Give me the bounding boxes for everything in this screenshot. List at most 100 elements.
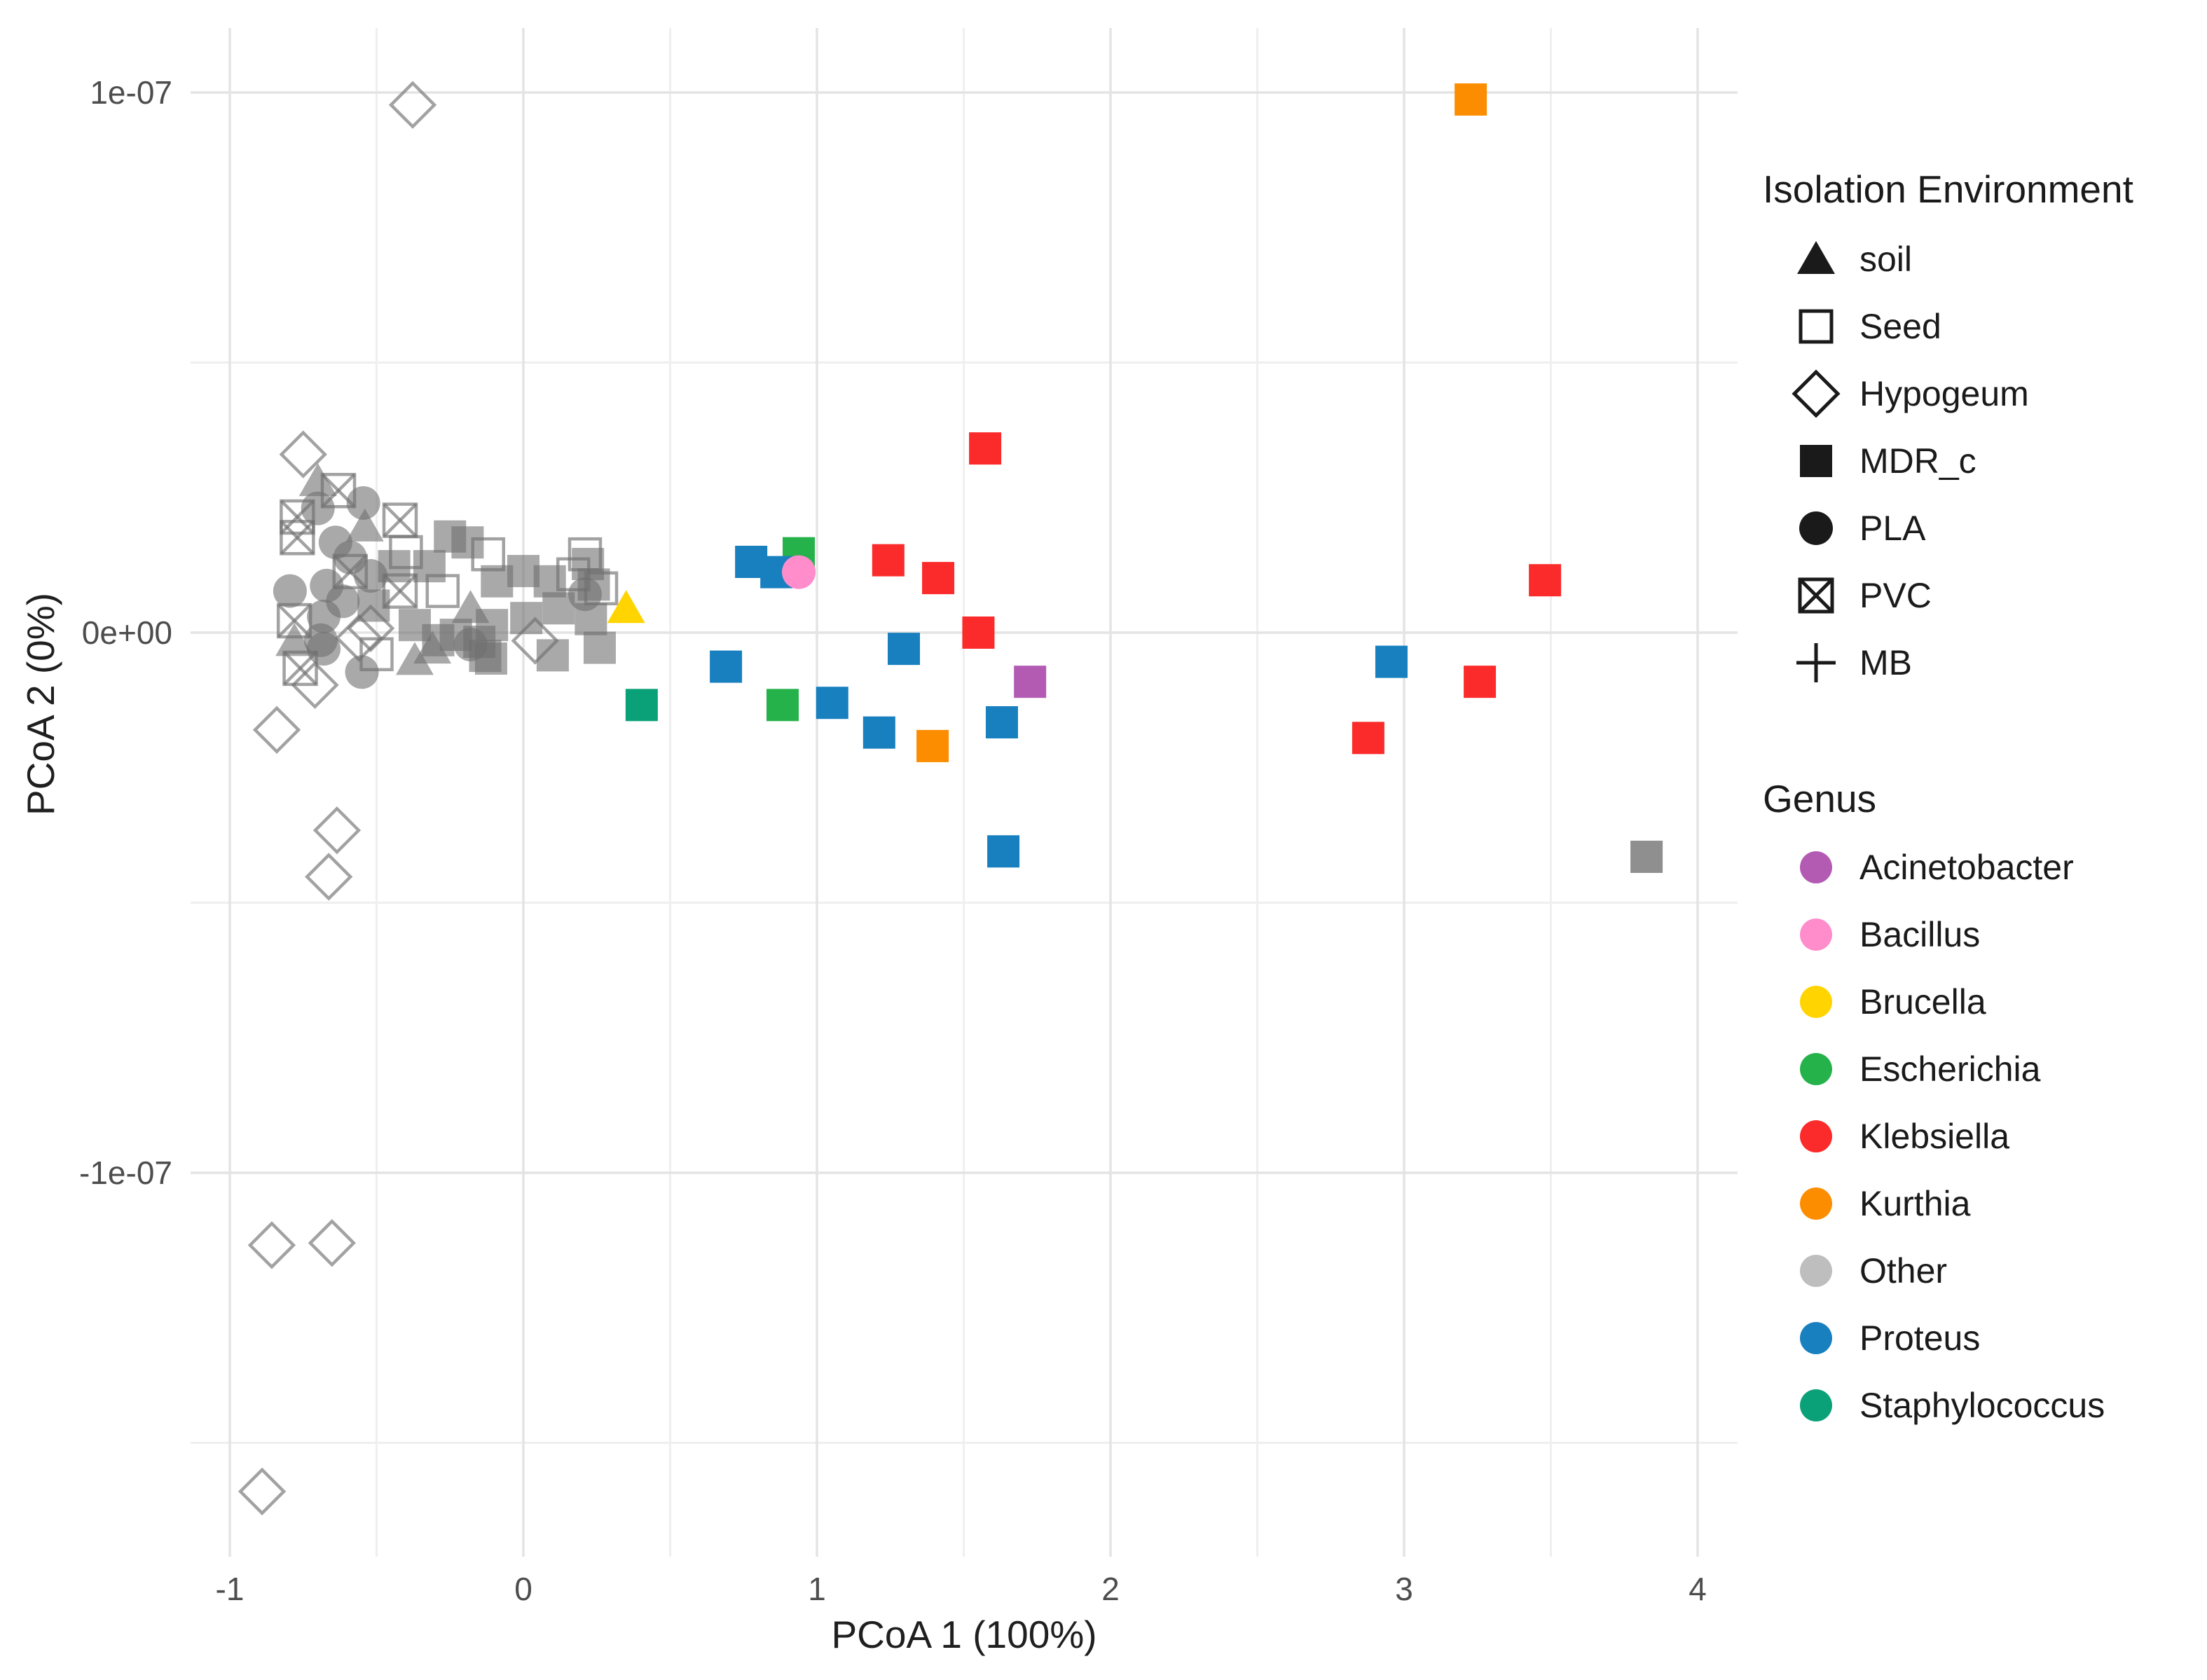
legend-symbol-acinetobacter xyxy=(1800,851,1832,883)
x-tick-label: 0 xyxy=(514,1571,532,1607)
plus-icon xyxy=(1796,643,1836,682)
data-point-other-MDR_c xyxy=(575,603,607,635)
data-point-other-MDR_c xyxy=(481,565,514,598)
genus-color-swatch xyxy=(1800,1322,1832,1354)
legend-symbol-seed xyxy=(1799,309,1834,344)
data-point-proteus-MDR_c xyxy=(987,835,1020,868)
x-tick-label: 3 xyxy=(1395,1571,1413,1607)
legend-label-acinetobacter: Acinetobacter xyxy=(1859,848,2074,887)
legend-symbol-pvc xyxy=(1798,577,1834,614)
legend-symbol-proteus xyxy=(1800,1322,1832,1354)
legend-symbol-mb xyxy=(1796,643,1836,682)
y-axis-title: PCoA 2 (0%) xyxy=(19,593,62,815)
data-point-klebsiella-MDR_c xyxy=(922,562,955,595)
data-point-other-MDR_c xyxy=(413,550,446,583)
data-point-other-soil xyxy=(275,623,314,656)
y-tick-label: -1e-07 xyxy=(79,1155,172,1191)
data-point-staphylococcus-MDR_c xyxy=(625,689,658,722)
data-point-other-MDR_c xyxy=(510,602,543,635)
data-point-klebsiella-MDR_c xyxy=(1529,564,1562,597)
data-point-other-MDR_c xyxy=(378,550,411,583)
data-point-other-Hypogeum xyxy=(291,661,339,709)
data-point-other-Hypogeum xyxy=(252,705,301,754)
genus-color-swatch xyxy=(1800,1187,1832,1220)
legend-label-mdr_c: MDR_c xyxy=(1859,441,1976,481)
data-point-other-soil xyxy=(298,463,337,497)
data-point-proteus-MDR_c xyxy=(985,705,1018,738)
data-point-acinetobacter-MDR_c xyxy=(1014,666,1047,698)
data-point-other-MDR_c xyxy=(357,589,390,622)
data-point-proteus-MDR_c xyxy=(1375,645,1408,678)
legend-symbol-pla xyxy=(1799,511,1833,545)
data-point-other-Hypogeum xyxy=(279,430,327,478)
legend-symbol-soil xyxy=(1797,241,1835,274)
data-point-other-Hypogeum xyxy=(388,81,437,129)
crossed_square-icon xyxy=(1798,577,1834,614)
legend-symbol-other xyxy=(1800,1255,1832,1287)
open_square-icon xyxy=(1799,309,1834,344)
color-legend-title: Genus xyxy=(1763,777,1877,820)
genus-color-swatch xyxy=(1800,986,1832,1018)
circle-icon xyxy=(1799,511,1833,545)
legend-symbol-kurthia xyxy=(1800,1187,1832,1220)
data-point-other-PLA xyxy=(301,491,335,525)
legend-label-brucella: Brucella xyxy=(1859,982,1986,1021)
data-point-other-MDR_c xyxy=(451,526,484,559)
data-point-proteus-MDR_c xyxy=(862,716,895,749)
legend-label-mb: MB xyxy=(1859,643,1912,682)
data-point-brucella-soil xyxy=(607,590,645,624)
genus-color-swatch xyxy=(1800,1053,1832,1085)
genus-color-swatch xyxy=(1800,1389,1832,1421)
legend-symbol-bacillus xyxy=(1800,918,1832,951)
genus-color-swatch xyxy=(1800,851,1832,883)
square-icon xyxy=(1800,445,1832,477)
data-point-klebsiella-MDR_c xyxy=(1352,722,1384,755)
data-point-other-MDR_c xyxy=(572,548,605,581)
genus-color-swatch xyxy=(1800,1255,1832,1287)
legend-symbol-staphylococcus xyxy=(1800,1389,1832,1421)
data-point-other-MDR_c xyxy=(1630,840,1663,873)
data-point-proteus-MDR_c xyxy=(888,633,921,666)
legend-label-other: Other xyxy=(1859,1251,1948,1290)
y-tick-label: 0e+00 xyxy=(81,614,172,651)
legend-label-pla: PLA xyxy=(1859,509,1926,548)
data-point-other-PLA xyxy=(345,655,379,689)
legend-symbol-escherichia xyxy=(1800,1053,1832,1085)
genus-color-swatch xyxy=(1800,918,1832,951)
data-point-other-MDR_c xyxy=(474,642,507,675)
data-point-other-MDR_c xyxy=(542,592,575,625)
data-point-other-PVC xyxy=(280,520,315,556)
data-point-other-PVC xyxy=(282,650,318,687)
data-point-other-PVC xyxy=(382,502,418,538)
data-point-other-MDR_c xyxy=(422,624,455,656)
data-point-other-soil xyxy=(395,642,434,675)
legend-label-kurthia: Kurthia xyxy=(1859,1184,1971,1223)
legend-label-proteus: Proteus xyxy=(1859,1318,1981,1358)
legend-label-klebsiella: Klebsiella xyxy=(1859,1117,2010,1156)
x-tick-label: 1 xyxy=(808,1571,826,1607)
triangle-icon xyxy=(1797,241,1835,274)
data-point-other-soil xyxy=(345,508,384,542)
data-point-kurthia-MDR_c xyxy=(916,729,949,762)
legend-label-soil: soil xyxy=(1859,240,1913,279)
x-tick-label: 4 xyxy=(1689,1571,1707,1607)
data-point-bacillus-PLA xyxy=(782,555,816,589)
data-point-other-Seed xyxy=(359,637,394,672)
genus-color-swatch xyxy=(1800,1120,1832,1152)
legend-label-pvc: PVC xyxy=(1859,576,1932,615)
x-axis-title: PCoA 1 (100%) xyxy=(831,1613,1097,1656)
legend-label-escherichia: Escherichia xyxy=(1859,1049,2041,1089)
data-point-klebsiella-MDR_c xyxy=(969,432,1002,465)
data-point-other-Hypogeum xyxy=(247,1221,296,1269)
data-point-other-MDR_c xyxy=(583,631,616,664)
data-point-escherichia-MDR_c xyxy=(766,689,799,722)
x-tick-label: -1 xyxy=(215,1571,245,1607)
data-point-proteus-MDR_c xyxy=(710,650,743,683)
data-point-klebsiella-MDR_c xyxy=(1464,666,1497,698)
legend-symbol-hypogeum xyxy=(1792,369,1841,418)
legend-label-seed: Seed xyxy=(1859,307,1941,346)
legend-symbol-mdr_c xyxy=(1800,445,1832,477)
x-tick-label: 2 xyxy=(1101,1571,1120,1607)
